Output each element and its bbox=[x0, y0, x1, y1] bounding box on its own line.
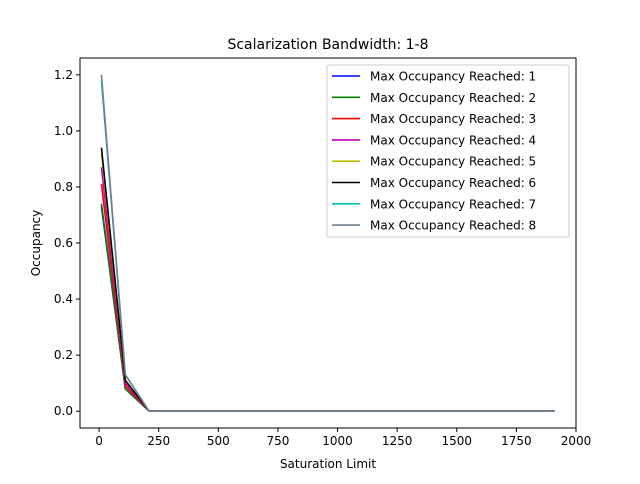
y-tick-label: 0.2 bbox=[54, 348, 73, 362]
x-axis-ticks: 0 250 500 750 1000 1250 1500 1750 2000 bbox=[95, 428, 591, 448]
x-axis-label: Saturation Limit bbox=[280, 457, 376, 471]
chart-title: Scalarization Bandwidth: 1-8 bbox=[227, 37, 428, 53]
x-tick-label: 750 bbox=[266, 434, 289, 448]
plot-frame bbox=[79, 57, 577, 429]
legend-label: Max Occupancy Reached: 7 bbox=[370, 197, 536, 211]
series-line-8 bbox=[100, 74, 555, 412]
y-tick-label: 1.0 bbox=[54, 124, 73, 138]
legend-box bbox=[326, 64, 570, 238]
x-tick-label: 250 bbox=[147, 434, 170, 448]
legend-label: Max Occupancy Reached: 1 bbox=[370, 70, 536, 84]
x-tick-label: 500 bbox=[207, 434, 230, 448]
x-tick-label: 1000 bbox=[322, 434, 353, 448]
y-tick-label: 0.4 bbox=[54, 292, 73, 306]
legend-label: Max Occupancy Reached: 6 bbox=[370, 176, 536, 190]
legend-label: Max Occupancy Reached: 8 bbox=[370, 219, 536, 233]
y-tick-label: 1.2 bbox=[54, 68, 73, 82]
legend-label: Max Occupancy Reached: 3 bbox=[370, 112, 536, 126]
y-axis-ticks: 0.0 0.2 0.4 0.6 0.8 1.0 1.2 bbox=[54, 68, 80, 418]
x-tick-label: 1500 bbox=[441, 434, 472, 448]
x-tick-label: 2000 bbox=[561, 434, 592, 448]
x-tick-label: 0 bbox=[95, 434, 103, 448]
x-tick-label: 1750 bbox=[501, 434, 532, 448]
legend: Max Occupancy Reached: 1 Max Occupancy Re… bbox=[326, 64, 570, 238]
legend-label: Max Occupancy Reached: 5 bbox=[370, 155, 536, 169]
x-tick-label: 1250 bbox=[382, 434, 413, 448]
series-lines bbox=[100, 74, 555, 412]
y-tick-label: 0.6 bbox=[54, 236, 73, 250]
y-axis-label: Occupancy bbox=[29, 210, 43, 277]
legend-label: Max Occupancy Reached: 2 bbox=[370, 91, 536, 105]
y-tick-label: 0.8 bbox=[54, 180, 73, 194]
y-tick-label: 0.0 bbox=[54, 404, 73, 418]
legend-label: Max Occupancy Reached: 4 bbox=[370, 133, 536, 147]
